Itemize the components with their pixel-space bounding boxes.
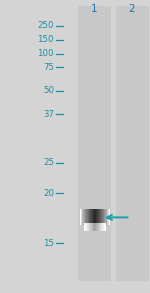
Bar (102, 209, 103, 225)
Bar (83, 209, 84, 225)
Bar (101, 223, 102, 231)
Bar (81, 209, 82, 225)
Bar (92, 209, 93, 225)
Bar (96, 223, 97, 231)
Bar (91, 209, 92, 225)
Bar (103, 223, 104, 231)
Bar (101, 223, 102, 231)
Bar (90, 209, 91, 225)
Bar (87, 209, 88, 225)
Bar (94, 209, 95, 225)
Bar (90, 223, 91, 231)
Bar (85, 223, 86, 231)
Text: 100: 100 (38, 50, 54, 58)
Text: 25: 25 (43, 158, 54, 167)
Bar (116, 6, 148, 281)
Bar (97, 223, 98, 231)
Bar (98, 209, 99, 225)
Bar (92, 223, 93, 231)
Text: 150: 150 (38, 35, 54, 44)
Bar (94, 223, 95, 231)
Bar (101, 209, 102, 225)
Bar (80, 209, 81, 225)
Bar (99, 223, 100, 231)
Bar (84, 209, 85, 225)
Bar (104, 223, 105, 231)
Bar (103, 223, 104, 231)
Bar (98, 223, 99, 231)
Bar (103, 209, 104, 225)
Bar (84, 223, 85, 231)
Bar (93, 223, 94, 231)
Bar (97, 209, 98, 225)
Bar (104, 209, 105, 225)
Bar (88, 209, 89, 225)
Text: 250: 250 (38, 21, 54, 30)
Bar (105, 209, 106, 225)
Bar (90, 223, 91, 231)
Bar (89, 209, 90, 225)
Bar (96, 223, 97, 231)
Bar (85, 223, 86, 231)
Bar (102, 223, 103, 231)
Bar (100, 223, 101, 231)
Bar (85, 209, 86, 225)
Text: 75: 75 (43, 63, 54, 72)
Bar (89, 223, 90, 231)
Bar (109, 209, 110, 225)
Text: 37: 37 (43, 110, 54, 119)
Bar (91, 223, 92, 231)
Text: 20: 20 (43, 189, 54, 198)
Bar (95, 223, 96, 231)
Bar (82, 209, 83, 225)
Bar (85, 209, 86, 225)
Bar (107, 209, 108, 225)
Bar (106, 209, 107, 225)
Text: 2: 2 (129, 4, 135, 13)
Bar (86, 223, 87, 231)
Bar (101, 209, 102, 225)
Bar (96, 209, 97, 225)
Text: 1: 1 (91, 4, 98, 13)
Bar (102, 223, 103, 231)
Bar (104, 209, 105, 225)
Bar (78, 6, 111, 281)
Text: 50: 50 (43, 86, 54, 95)
Bar (87, 223, 88, 231)
Bar (90, 209, 91, 225)
Bar (99, 209, 100, 225)
Bar (95, 209, 96, 225)
Bar (93, 209, 94, 225)
Bar (88, 223, 89, 231)
Bar (86, 209, 87, 225)
Text: 15: 15 (43, 239, 54, 248)
Bar (108, 209, 109, 225)
Bar (106, 209, 107, 225)
Bar (105, 223, 106, 231)
Bar (100, 209, 101, 225)
Bar (93, 209, 94, 225)
